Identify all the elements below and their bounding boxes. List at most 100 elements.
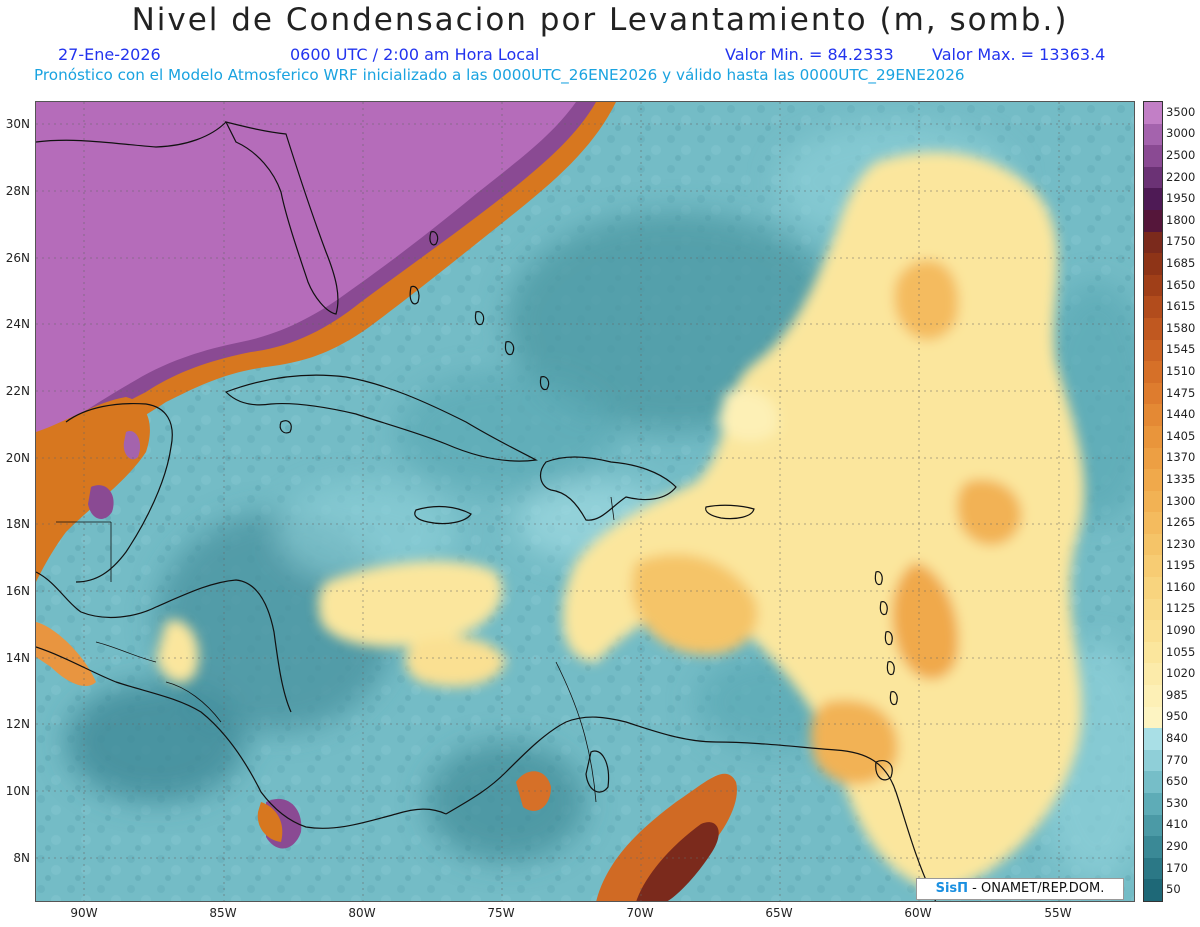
map-title: Nivel de Condensacion por Levantamiento …	[131, 2, 1069, 38]
colorbar-swatch	[1144, 166, 1162, 189]
puerto-rico-coast	[705, 504, 755, 520]
colorbar-label: 1020	[1166, 666, 1196, 681]
warm-zones	[156, 152, 1085, 892]
jamaica-coast	[414, 505, 472, 525]
colorbar-swatch	[1144, 598, 1162, 621]
colorbar-label: 290	[1166, 839, 1188, 853]
colorbar-label: 3500	[1166, 104, 1196, 119]
colorbar-swatch	[1144, 145, 1162, 167]
colorbar-swatch	[1144, 512, 1162, 534]
colorbar-label: 1440	[1166, 407, 1196, 422]
colorbar-swatch	[1144, 728, 1162, 750]
colorbar-label: 410	[1166, 817, 1188, 832]
colorbar-label: 1125	[1166, 601, 1196, 616]
colorbar-swatch	[1144, 102, 1162, 124]
colorbar-swatch	[1144, 317, 1162, 340]
forecast-time: 0600 UTC / 2:00 am Hora Local	[290, 45, 540, 64]
colorbar-swatch	[1144, 188, 1162, 210]
hispaniola-coast	[539, 456, 677, 521]
borders	[56, 496, 615, 803]
high-lcl-band	[36, 102, 616, 582]
colorbar-swatch	[1144, 879, 1162, 901]
colorbar-swatch	[1144, 641, 1162, 664]
colorbar	[1143, 101, 1163, 902]
colorbar-label: 1580	[1166, 320, 1196, 335]
lat-tick: 28N	[5, 184, 30, 198]
colorbar-label: 1800	[1166, 212, 1196, 227]
lon-tick: 60W	[904, 906, 932, 920]
colorbar-label: 1950	[1166, 191, 1196, 206]
colorbar-label: 50	[1166, 882, 1181, 897]
lat-tick: 10N	[5, 784, 30, 798]
colorbar-swatch	[1144, 857, 1162, 880]
colorbar-swatch	[1144, 533, 1162, 556]
colorbar-swatch	[1144, 339, 1162, 362]
credit-box: SisΠ - ONAMET/REP.DOM.	[916, 878, 1124, 900]
colorbar-label: 1405	[1166, 428, 1196, 443]
colorbar-swatch	[1144, 274, 1162, 297]
forecast-info: Pronóstico con el Modelo Atmosferico WRF…	[34, 66, 965, 84]
colorbar-swatch	[1144, 447, 1162, 470]
colorbar-label: 1510	[1166, 363, 1196, 378]
colorbar-label: 1685	[1166, 255, 1196, 270]
colorbar-swatch	[1144, 663, 1162, 686]
colorbar-swatch	[1144, 209, 1162, 232]
colorbar-label: 1750	[1166, 234, 1196, 249]
colorbar-swatch	[1144, 620, 1162, 642]
colorbar-label: 1370	[1166, 450, 1196, 465]
colorbar-label: 840	[1166, 731, 1188, 746]
colorbar-label: 170	[1166, 860, 1188, 875]
min-value: Valor Min. = 84.2333	[725, 45, 894, 64]
lat-tick: 20N	[5, 451, 30, 465]
colorbar-label: 1335	[1166, 471, 1196, 486]
cuba-coast	[224, 374, 538, 462]
credit-brand: SisΠ	[935, 881, 969, 896]
colorbar-label: 950	[1166, 709, 1188, 724]
credit-text: - ONAMET/REP.DOM.	[972, 881, 1105, 896]
colorbar-label: 1265	[1166, 515, 1196, 530]
colorbar-label: 1090	[1166, 623, 1196, 638]
colorbar-swatch	[1144, 382, 1162, 405]
colorbar-swatch	[1144, 490, 1162, 513]
lat-tick: 18N	[5, 517, 30, 531]
colorbar-label: 1230	[1166, 536, 1196, 551]
colorbar-label: 1195	[1166, 558, 1196, 573]
colorbar-swatch	[1144, 123, 1162, 146]
lon-tick: 55W	[1044, 906, 1072, 920]
colorbar-label: 530	[1166, 795, 1188, 810]
colorbar-swatch	[1144, 425, 1162, 448]
colorbar-swatch	[1144, 749, 1162, 772]
lat-tick: 26N	[5, 251, 30, 265]
lon-tick: 75W	[487, 906, 515, 920]
forecast-date: 27-Ene-2026	[58, 45, 161, 64]
south-warm	[36, 622, 737, 901]
colorbar-label: 2200	[1166, 169, 1196, 184]
colorbar-swatch	[1144, 253, 1162, 275]
lat-tick: 8N	[13, 851, 30, 865]
colorbar-swatch	[1144, 469, 1162, 491]
colorbar-swatch	[1144, 836, 1162, 858]
graticule	[36, 102, 1134, 901]
colorbar-label: 1055	[1166, 644, 1196, 659]
colorbar-swatch	[1144, 814, 1162, 837]
colorbar-label: 650	[1166, 774, 1188, 789]
lon-tick: 65W	[765, 906, 793, 920]
lon-tick: 70W	[626, 906, 654, 920]
colorbar-swatch	[1144, 231, 1162, 254]
colorbar-swatch	[1144, 361, 1162, 383]
colorbar-label: 770	[1166, 752, 1188, 767]
colorbar-label: 1300	[1166, 493, 1196, 508]
map-svg	[36, 102, 1134, 901]
colorbar-swatch	[1144, 793, 1162, 815]
colorbar-label: 1615	[1166, 299, 1196, 314]
lat-tick: 22N	[5, 384, 30, 398]
max-value: Valor Max. = 13363.4	[932, 45, 1106, 64]
colorbar-swatch	[1144, 296, 1162, 318]
colorbar-label: 2500	[1166, 147, 1196, 162]
colorbar-label: 1475	[1166, 385, 1196, 400]
colorbar-label: 1650	[1166, 277, 1196, 292]
map-area[interactable]	[35, 101, 1135, 902]
florida-coast	[224, 121, 339, 315]
colorbar-swatch	[1144, 404, 1162, 426]
colorbar-swatch	[1144, 771, 1162, 793]
